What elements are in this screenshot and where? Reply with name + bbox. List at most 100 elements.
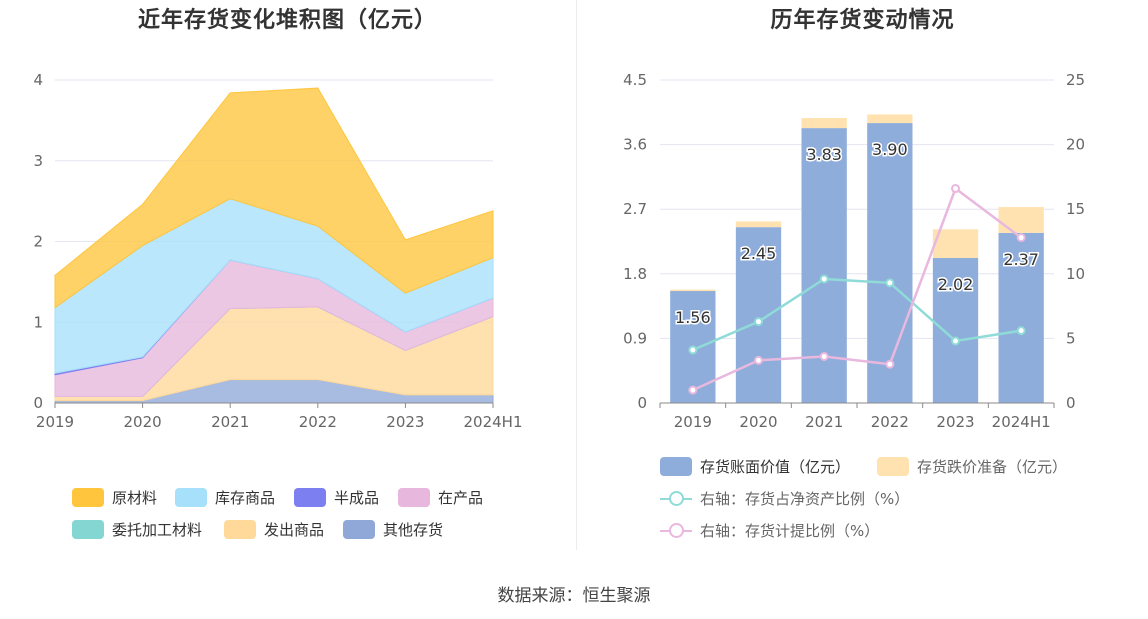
bar-segment bbox=[867, 123, 913, 404]
y2-tick-label: 15 bbox=[1066, 200, 1085, 218]
line-point bbox=[688, 345, 698, 355]
legend-swatch-consigned-material bbox=[72, 520, 104, 539]
bar-segment bbox=[932, 258, 979, 403]
bar-segment bbox=[932, 229, 979, 259]
legend-label: 发出商品 bbox=[264, 521, 325, 539]
line-point bbox=[951, 336, 960, 346]
area-series bbox=[54, 87, 494, 309]
legend-item-net-asset-ratio[interactable]: 右轴：存货占净资产比例（%） bbox=[660, 488, 909, 509]
panel-divider bbox=[576, 0, 577, 550]
bar-segment bbox=[801, 128, 847, 403]
bar-data-label: 3.83 bbox=[806, 145, 842, 164]
legend-item-impairment[interactable]: 存货跌价准备（亿元） bbox=[877, 456, 1067, 477]
line-point bbox=[1016, 326, 1026, 336]
x-tick-label: 2024H1 bbox=[464, 413, 523, 431]
legend-label: 委托加工材料 bbox=[112, 521, 203, 539]
left-chart-panel: 近年存货变化堆积图（亿元） 0 1 2 3 4 2019 2020 2021 2022 2023 2… bbox=[0, 0, 575, 550]
bar-data-label: 3.90 bbox=[872, 140, 908, 159]
bar-line-chart: 0 0.9 1.8 2.7 3.6 4.5 0 5 10 15 20 25 2019 2020 2021 20… bbox=[623, 71, 1085, 431]
y2-tick-label: 25 bbox=[1066, 71, 1085, 89]
legend-swatch-shipped-goods bbox=[224, 520, 256, 539]
x-tick-label: 2020 bbox=[739, 413, 777, 431]
bar-segment bbox=[670, 289, 716, 292]
legend-label: 半成品 bbox=[334, 489, 380, 507]
legend-item-raw-material[interactable]: 原材料 bbox=[72, 487, 157, 508]
right-chart-panel: 历年存货变动情况 0 0.9 1.8 2.7 3.6 4.5 0 5 10 15 20 25 2019 2… bbox=[577, 0, 1148, 550]
bar-segment bbox=[998, 232, 1044, 403]
y2-tick-label: 0 bbox=[1066, 394, 1076, 412]
y-tick-label: 3.6 bbox=[623, 136, 647, 154]
bar-data-label: 1.56 bbox=[675, 308, 711, 327]
legend-swatch-provision-ratio bbox=[660, 521, 692, 540]
legend-item-book-value[interactable]: 存货账面价值（亿元） bbox=[660, 456, 850, 477]
line-point bbox=[819, 351, 829, 361]
bar-data-label: 2.37 bbox=[1003, 250, 1039, 269]
legend-swatch-stock-goods bbox=[175, 488, 207, 507]
legend-label: 存货账面价值（亿元） bbox=[700, 458, 851, 476]
legend-item-shipped-goods[interactable]: 发出商品 bbox=[224, 519, 324, 540]
x-tick-label: 2024H1 bbox=[992, 413, 1051, 431]
bar-segment bbox=[998, 207, 1044, 233]
legend-swatch-in-process bbox=[398, 488, 430, 507]
line-point bbox=[885, 359, 895, 369]
line-series bbox=[692, 186, 1022, 392]
x-tick-label: 2021 bbox=[211, 413, 249, 431]
legend-label: 右轴：存货占净资产比例（%） bbox=[700, 490, 910, 508]
line-point bbox=[819, 274, 829, 284]
legend-label: 其他存货 bbox=[383, 521, 444, 539]
legend-label: 在产品 bbox=[438, 489, 484, 507]
line-point bbox=[951, 184, 960, 194]
y-tick-label: 0 bbox=[33, 394, 43, 412]
line-point bbox=[1016, 233, 1026, 243]
bar-segment bbox=[801, 118, 847, 129]
bar-data-label: 2.45 bbox=[741, 244, 777, 263]
line-point bbox=[885, 278, 895, 288]
bar-data-label: 2.02 bbox=[938, 275, 974, 294]
legend-item-semi-finished[interactable]: 半成品 bbox=[294, 487, 379, 508]
y-tick-label: 2.7 bbox=[623, 200, 647, 218]
x-tick-label: 2020 bbox=[124, 413, 162, 431]
y-tick-label: 1.8 bbox=[623, 265, 647, 283]
legend-item-in-process[interactable]: 在产品 bbox=[398, 487, 483, 508]
y2-tick-label: 20 bbox=[1066, 136, 1085, 154]
x-tick-label: 2023 bbox=[386, 413, 424, 431]
legend-swatch-impairment bbox=[877, 457, 909, 476]
y-tick-label: 4.5 bbox=[623, 71, 647, 89]
y-tick-label: 1 bbox=[33, 313, 43, 331]
legend-label: 库存商品 bbox=[215, 489, 276, 507]
legend-item-stock-goods[interactable]: 库存商品 bbox=[175, 487, 275, 508]
x-tick-label: 2021 bbox=[805, 413, 843, 431]
stacked-area-chart: 0 1 2 3 4 2019 2020 2021 2022 2023 2024H1 bbox=[33, 71, 523, 431]
legend-item-provision-ratio[interactable]: 右轴：存货计提比例（%） bbox=[660, 520, 879, 541]
x-tick-label: 2023 bbox=[936, 413, 974, 431]
bar-segment bbox=[867, 114, 913, 124]
x-tick-label: 2019 bbox=[36, 413, 74, 431]
line-point bbox=[688, 385, 698, 395]
y-tick-label: 4 bbox=[33, 71, 43, 89]
legend-label: 原材料 bbox=[112, 489, 158, 507]
y2-tick-label: 10 bbox=[1066, 265, 1085, 283]
legend-swatch-semi-finished bbox=[294, 488, 326, 507]
legend-item-other-inventory[interactable]: 其他存货 bbox=[343, 519, 443, 540]
left-chart-title: 近年存货变化堆积图（亿元） bbox=[137, 8, 437, 33]
legend-item-consigned-material[interactable]: 委托加工材料 bbox=[72, 519, 202, 540]
right-chart-title: 历年存货变动情况 bbox=[770, 8, 955, 33]
legend-swatch-net-asset-ratio bbox=[660, 489, 692, 508]
bar-segment bbox=[735, 227, 782, 403]
line-series bbox=[692, 277, 1022, 352]
x-tick-label: 2022 bbox=[299, 413, 337, 431]
y-tick-label: 2 bbox=[33, 233, 43, 251]
y2-tick-label: 5 bbox=[1066, 329, 1076, 347]
line-point bbox=[754, 317, 763, 327]
legend-swatch-book-value bbox=[660, 457, 692, 476]
data-source-note: 数据来源：恒生聚源 bbox=[497, 586, 651, 606]
x-tick-label: 2022 bbox=[871, 413, 909, 431]
legend-label: 存货跌价准备（亿元） bbox=[917, 458, 1068, 476]
y-tick-label: 3 bbox=[33, 152, 43, 170]
x-tick-label: 2019 bbox=[674, 413, 712, 431]
line-point bbox=[754, 355, 763, 365]
legend-swatch-raw-material bbox=[72, 488, 104, 507]
legend-swatch-other-inventory bbox=[343, 520, 375, 539]
y-tick-label: 0 bbox=[637, 394, 647, 412]
legend-label: 右轴：存货计提比例（%） bbox=[700, 522, 880, 540]
